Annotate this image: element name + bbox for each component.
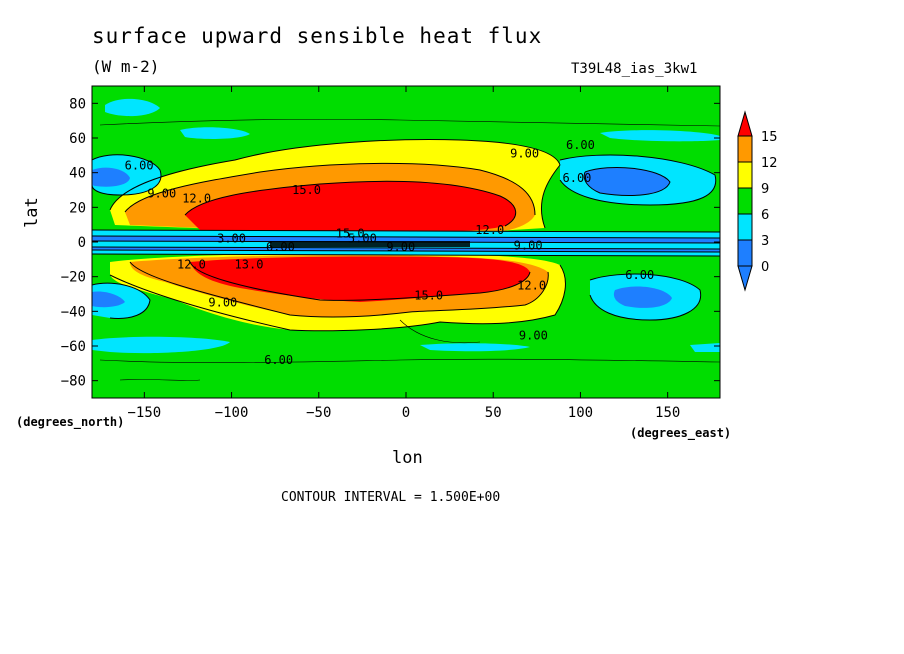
region-nw-blue <box>92 167 130 187</box>
colorbar-segment <box>737 161 753 189</box>
y-unit-label: (degrees_north) <box>16 415 125 429</box>
contour-label: 15.0 <box>414 289 443 303</box>
y-tick-label: 60 <box>69 131 86 147</box>
contour-label: 13.0 <box>235 258 264 272</box>
contour-label: 12.0 <box>517 278 546 292</box>
y-tick-label: 40 <box>69 166 86 182</box>
region-sw-blue <box>92 291 125 308</box>
contour-labels: 6.009.00 12.015.09.006.006.003.00 15.05.00… <box>125 138 655 367</box>
units-label: (W m-2) <box>92 57 160 76</box>
contour-label: 6.00 <box>563 171 592 185</box>
x-tick-label: 50 <box>485 405 502 421</box>
y-tick-label: 80 <box>69 96 86 112</box>
colorbar: 15 12 9 6 3 0 <box>737 110 778 292</box>
contour-interval-text: CONTOUR INTERVAL = 1.500E+00 <box>281 490 501 505</box>
x-tick-label: −50 <box>306 405 331 421</box>
colorbar-segment <box>737 187 753 215</box>
contour-label: 3.00 <box>217 232 246 246</box>
contour-label: 12.0 <box>182 192 211 206</box>
colorbar-segment <box>737 213 753 241</box>
x-tick-label: 0 <box>402 405 410 421</box>
region-n60-cyan-3 <box>600 130 720 142</box>
colorbar-label: 9 <box>761 182 769 197</box>
y-tick-label: 0 <box>78 235 86 251</box>
contour-label: 9.00 <box>208 296 237 310</box>
region-s60-cyan <box>92 336 230 354</box>
colorbar-label: 3 <box>761 234 769 249</box>
contour-label: 6.00 <box>266 240 295 254</box>
region-se-blue <box>613 286 672 308</box>
x-tick-label: 100 <box>568 405 593 421</box>
y-tick-label: −20 <box>61 270 86 286</box>
x-tick-label: −150 <box>127 405 161 421</box>
contour-lines <box>92 118 720 381</box>
colorbar-label: 15 <box>761 130 778 145</box>
region-n60-cyan <box>105 98 160 117</box>
contour-label: 12.0 <box>177 258 206 272</box>
contour-label: 6.00 <box>125 159 154 173</box>
contour-label: 5.00 <box>348 232 377 246</box>
filled-contours <box>92 86 720 398</box>
contour-label: 9.00 <box>510 147 539 161</box>
colorbar-label: 12 <box>761 156 778 171</box>
chart-title: surface upward sensible heat flux <box>92 24 543 48</box>
contour-label: 12.0 <box>475 223 504 237</box>
dataset-label: T39L48_ias_3kw1 <box>571 61 698 77</box>
x-tick-label: 150 <box>655 405 680 421</box>
colorbar-label: 0 <box>761 260 769 275</box>
y-tick-label: −40 <box>61 304 86 320</box>
contour-label: 6.00 <box>566 138 595 152</box>
colorbar-segment <box>737 239 753 267</box>
region-south-red <box>190 256 530 302</box>
x-unit-label: (degrees_east) <box>630 426 732 440</box>
region-s60-cyan-2 <box>420 343 530 352</box>
region-s60-cyan-3 <box>690 343 720 352</box>
contour-label: 15.0 <box>292 183 321 197</box>
contour-label: 9.00 <box>386 240 415 254</box>
y-tick-label: −60 <box>61 339 86 355</box>
contour-label: 9.00 <box>514 238 543 252</box>
y-tick-label: 20 <box>69 200 86 216</box>
region-n60-cyan-2 <box>180 127 250 139</box>
contour-label: 6.00 <box>264 353 293 367</box>
x-tick-label: −100 <box>215 405 249 421</box>
x-axis-label: lon <box>392 448 423 468</box>
region-ne-blue <box>584 167 670 196</box>
colorbar-segment <box>737 135 753 163</box>
contour-label: 9.00 <box>147 186 176 200</box>
y-tick-label: −80 <box>61 374 86 390</box>
region-north-red <box>185 181 516 232</box>
axes: −150 −100 −50 0 50 100 150 80 60 40 20 0 −20 −40 −60 −8… <box>61 86 720 421</box>
contour-label: 15.0 <box>336 226 365 240</box>
colorbar-arrow-top <box>737 110 753 137</box>
colorbar-arrow-bottom <box>737 265 753 292</box>
contour-label: 6.00 <box>625 268 654 282</box>
colorbar-label: 6 <box>761 208 769 223</box>
contour-label: 9.00 <box>519 329 548 343</box>
region-equator-blue-2 <box>92 247 720 252</box>
